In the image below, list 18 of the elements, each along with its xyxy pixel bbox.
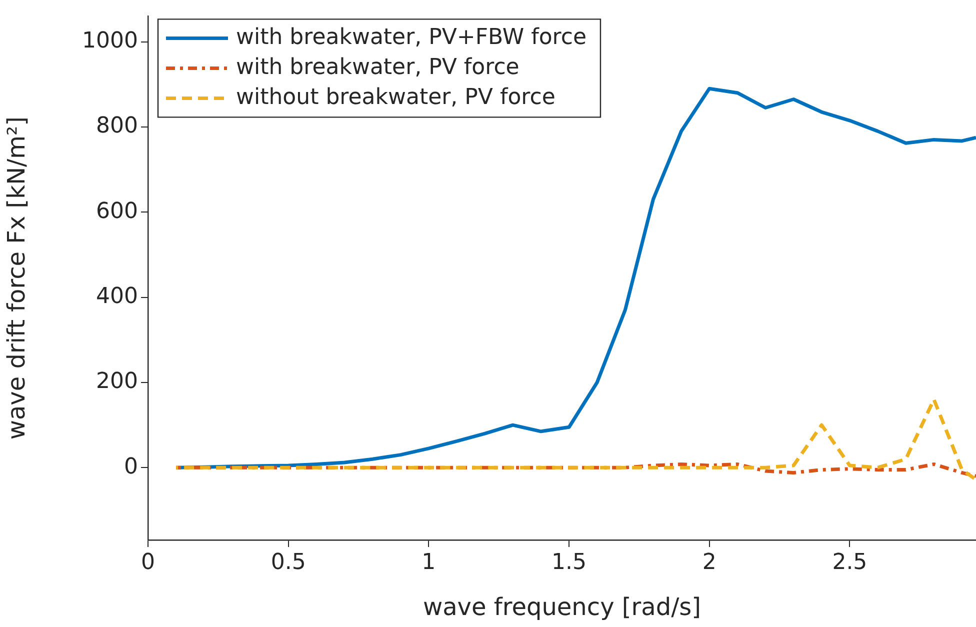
x-tick-label: 0.5 [270,550,306,575]
x-tick-label: 0 [141,550,155,575]
y-tick-label: 1000 [82,28,138,54]
y-tick-label: 800 [96,114,138,139]
legend-label: without breakwater, PV force [236,84,556,110]
x-tick-label: 2 [702,550,716,575]
y-tick-label: 400 [96,284,138,309]
x-tick-label: 2.5 [832,550,868,575]
y-tick-label: 200 [96,369,138,394]
y-tick-label: 0 [124,454,138,480]
x-tick-label: 1 [422,550,436,575]
line-series [174,398,976,482]
x-axis-title: wave frequency [rad/s] [422,592,702,621]
y-tick-label: 600 [96,198,138,224]
legend-label: with breakwater, PV+FBW force [236,24,586,50]
y-axis-title: wave drift force Fx [kN/m²] [2,116,31,440]
legend-label: with breakwater, PV force [236,54,520,80]
x-tick-label: 1.5 [552,550,587,575]
